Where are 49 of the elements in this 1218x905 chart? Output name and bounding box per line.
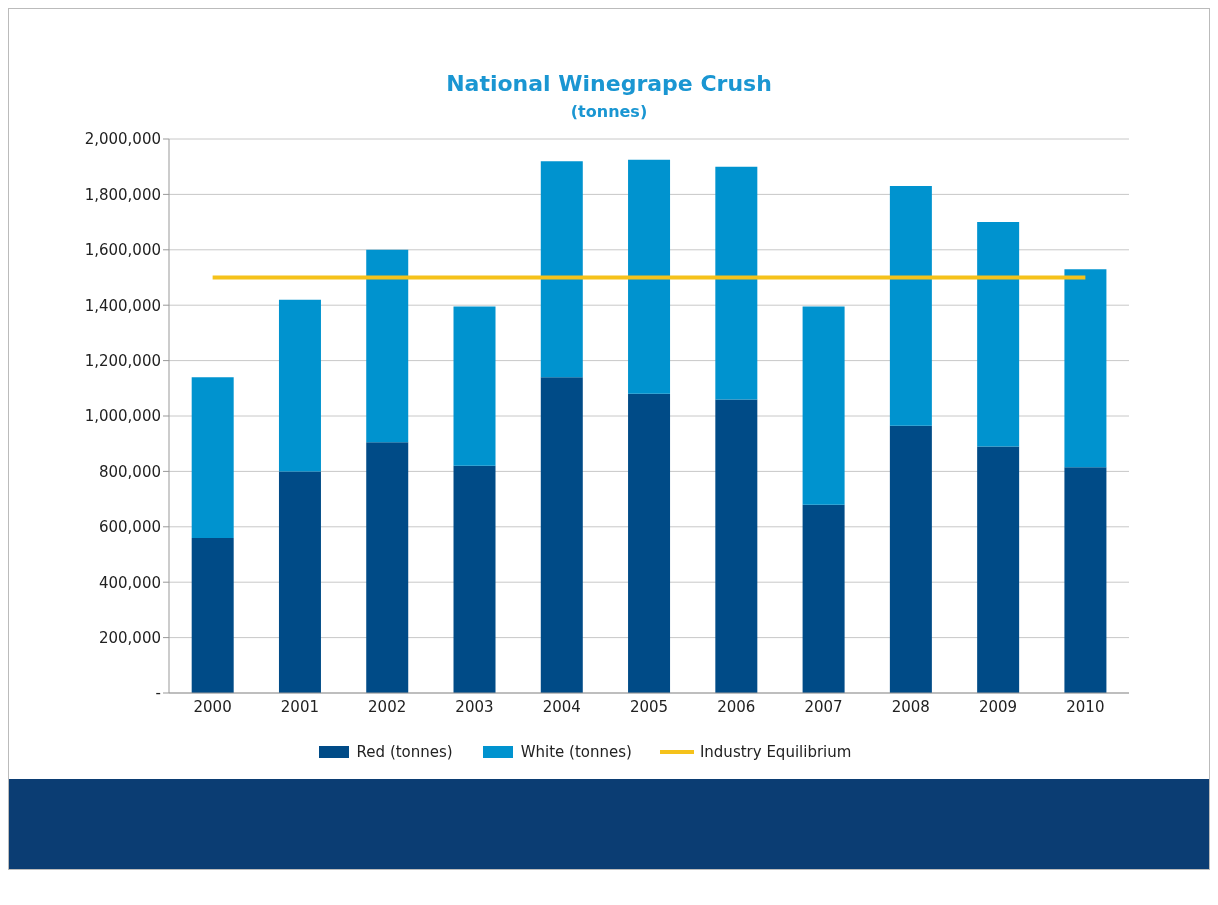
bar (540, 161, 583, 378)
bar (977, 446, 1020, 693)
x-tick-label: 2006 (717, 697, 756, 716)
bar (977, 222, 1020, 447)
x-tick-label: 2007 (804, 697, 843, 716)
chart-title: National Winegrape Crush (445, 71, 773, 96)
x-tick-label: 2008 (891, 697, 930, 716)
bar (628, 393, 671, 693)
y-tick-label: - (155, 684, 161, 703)
x-tick-label: 2000 (193, 697, 232, 716)
x-tick-label: 2005 (629, 697, 669, 716)
bar (889, 425, 932, 693)
chart-subtitle: (tonnes) (569, 102, 649, 121)
bar (278, 471, 321, 693)
bar (1064, 269, 1107, 468)
bar (802, 306, 845, 505)
bar (453, 465, 496, 693)
y-tick-label: 1,800,000 (84, 185, 161, 204)
y-tick-label: 400,000 (98, 573, 161, 592)
bar (1064, 467, 1107, 693)
y-tick-label: 1,000,000 (84, 407, 161, 426)
bar (366, 442, 409, 693)
y-tick-label: 1,600,000 (84, 241, 161, 260)
bar (802, 504, 845, 693)
bar (628, 159, 671, 394)
y-tick-label: 200,000 (98, 628, 161, 647)
bar (889, 186, 932, 426)
bar (366, 249, 409, 443)
y-tick-label: 1,400,000 (84, 296, 161, 315)
y-tick-label: 2,000,000 (84, 130, 161, 149)
bar (278, 299, 321, 472)
x-tick-label: 2004 (542, 697, 581, 716)
y-tick-label: 800,000 (98, 462, 161, 481)
bar (540, 377, 583, 693)
x-tick-label: 2010 (1066, 697, 1105, 716)
x-tick-label: 2003 (455, 697, 494, 716)
x-tick-label: 2001 (280, 697, 319, 716)
bar (191, 377, 234, 538)
bar (715, 166, 758, 400)
y-tick-label: 600,000 (98, 518, 161, 537)
legend-label: White (tonnes) (520, 743, 632, 761)
bar (715, 399, 758, 693)
y-tick-label: 1,200,000 (84, 351, 161, 370)
legend-label: Red (tonnes) (356, 743, 453, 761)
x-tick-label: 2002 (368, 697, 407, 716)
bar (191, 537, 234, 693)
legend-label: Industry Equilibrium (699, 743, 852, 761)
x-tick-label: 2009 (979, 697, 1018, 716)
bar (453, 306, 496, 466)
